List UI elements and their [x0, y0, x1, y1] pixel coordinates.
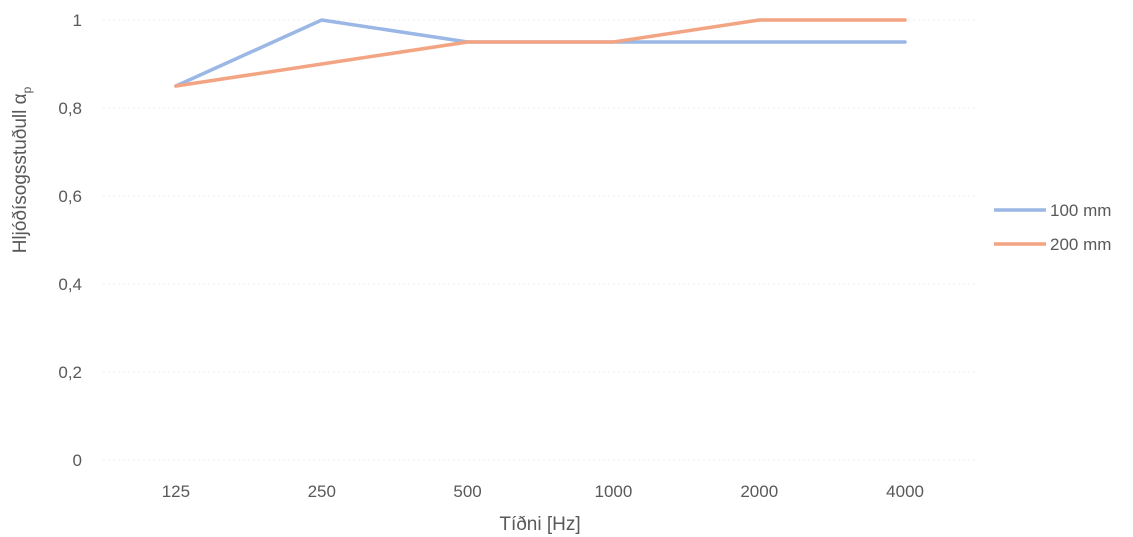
- y-tick-label: 0: [73, 451, 82, 470]
- x-tick-label: 1000: [595, 482, 633, 501]
- x-tick-label: 500: [453, 482, 481, 501]
- x-tick-label: 4000: [886, 482, 924, 501]
- legend-label: 100 mm: [1050, 201, 1111, 220]
- legend-label: 200 mm: [1050, 235, 1111, 254]
- series-line: [174, 18, 907, 88]
- y-tick-label: 0,6: [58, 187, 82, 206]
- y-tick-label: 0,2: [58, 363, 82, 382]
- x-tick-label: 250: [308, 482, 336, 501]
- legend: 100 mm 200 mm: [994, 201, 1111, 254]
- x-axis-title: Tíðni [Hz]: [499, 514, 580, 535]
- y-tick-label: 1: [73, 11, 82, 30]
- y-axis-title: Hljóðísogsstuðull αp: [10, 86, 34, 253]
- x-axis-ticks: 125 250 500 1000 2000 4000: [162, 482, 924, 501]
- series-lines: [174, 18, 907, 88]
- x-tick-label: 125: [162, 482, 190, 501]
- y-axis-ticks: 0 0,2 0,4 0,6 0,8 1: [58, 11, 82, 470]
- y-axis-title-main: Hljóðísogsstuðull α: [10, 93, 31, 253]
- y-tick-label: 0,4: [58, 275, 82, 294]
- y-tick-label: 0,8: [58, 99, 82, 118]
- series-line: [174, 18, 907, 88]
- gridlines: [103, 19, 978, 461]
- y-axis-title-subscript: p: [20, 86, 34, 93]
- x-tick-label: 2000: [740, 482, 778, 501]
